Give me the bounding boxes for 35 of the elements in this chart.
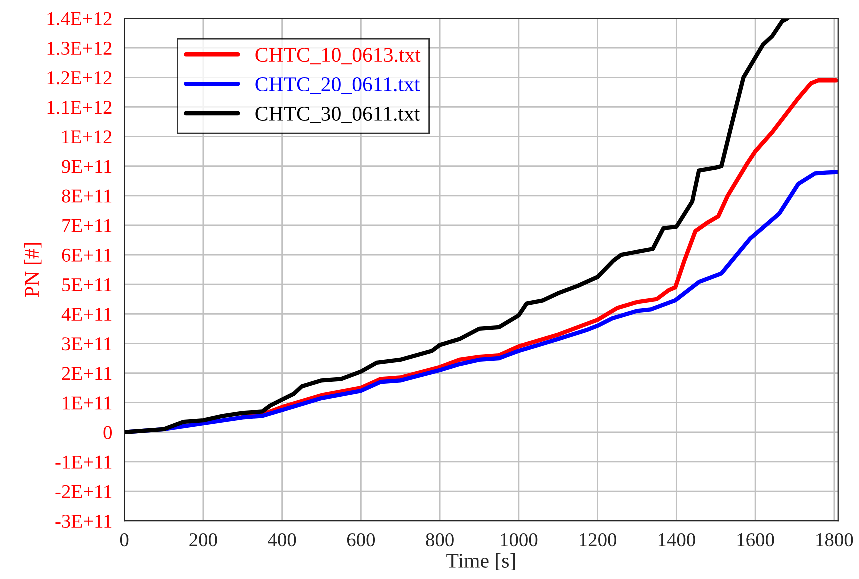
y-tick-label: 9E+11 [62, 160, 112, 174]
y-tick-label: 0 [104, 426, 112, 440]
legend-label: CHTC_10_0613.txt [256, 48, 421, 65]
y-tick-label: 2E+11 [62, 367, 112, 380]
y-tick-label: 5E+11 [62, 278, 112, 292]
x-tick-label: 1000 [501, 533, 538, 547]
y-tick-label: 3E+11 [62, 338, 112, 351]
x-tick-label: 1600 [738, 533, 774, 547]
x-tick-label: 400 [268, 533, 296, 547]
legend-label: CHTC_30_0611.txt [256, 106, 420, 124]
x-tick-label: 0 [120, 533, 129, 547]
y-tick-label: 4E+11 [62, 308, 112, 321]
y-tick-label: 1.1E+12 [48, 101, 112, 114]
y-tick-label: 8E+11 [62, 190, 112, 203]
y-tick-label: 6E+11 [62, 248, 112, 262]
x-tick-label: 800 [426, 533, 454, 547]
y-tick-label: -2E+11 [56, 485, 112, 498]
legend-label: CHTC_20_0611.txt [256, 77, 420, 94]
line-series [124, 18, 790, 434]
y-tick-label: 1E+12 [62, 130, 112, 144]
y-tick-label: -3E+11 [56, 514, 112, 528]
line-series [240, 78, 838, 418]
y-tick-label: 1.2E+12 [48, 72, 112, 85]
y-tick-label: 7E+11 [62, 219, 112, 232]
y-axis-title: PN [#] [24, 243, 42, 298]
x-tick-label: 1800 [816, 533, 854, 547]
x-tick-label: 1200 [580, 533, 617, 547]
y-tick-label: 1E+11 [63, 396, 112, 410]
y-tick-label: 1.4E+12 [48, 12, 112, 26]
x-tick-label: 1400 [658, 533, 696, 547]
x-axis-title: Time [s] [446, 553, 516, 571]
y-tick-label: 1.3E+12 [48, 42, 112, 56]
y-tick-label: -1E+11 [56, 456, 112, 469]
x-tick-label: 600 [347, 533, 376, 547]
x-tick-label: 200 [190, 533, 218, 547]
